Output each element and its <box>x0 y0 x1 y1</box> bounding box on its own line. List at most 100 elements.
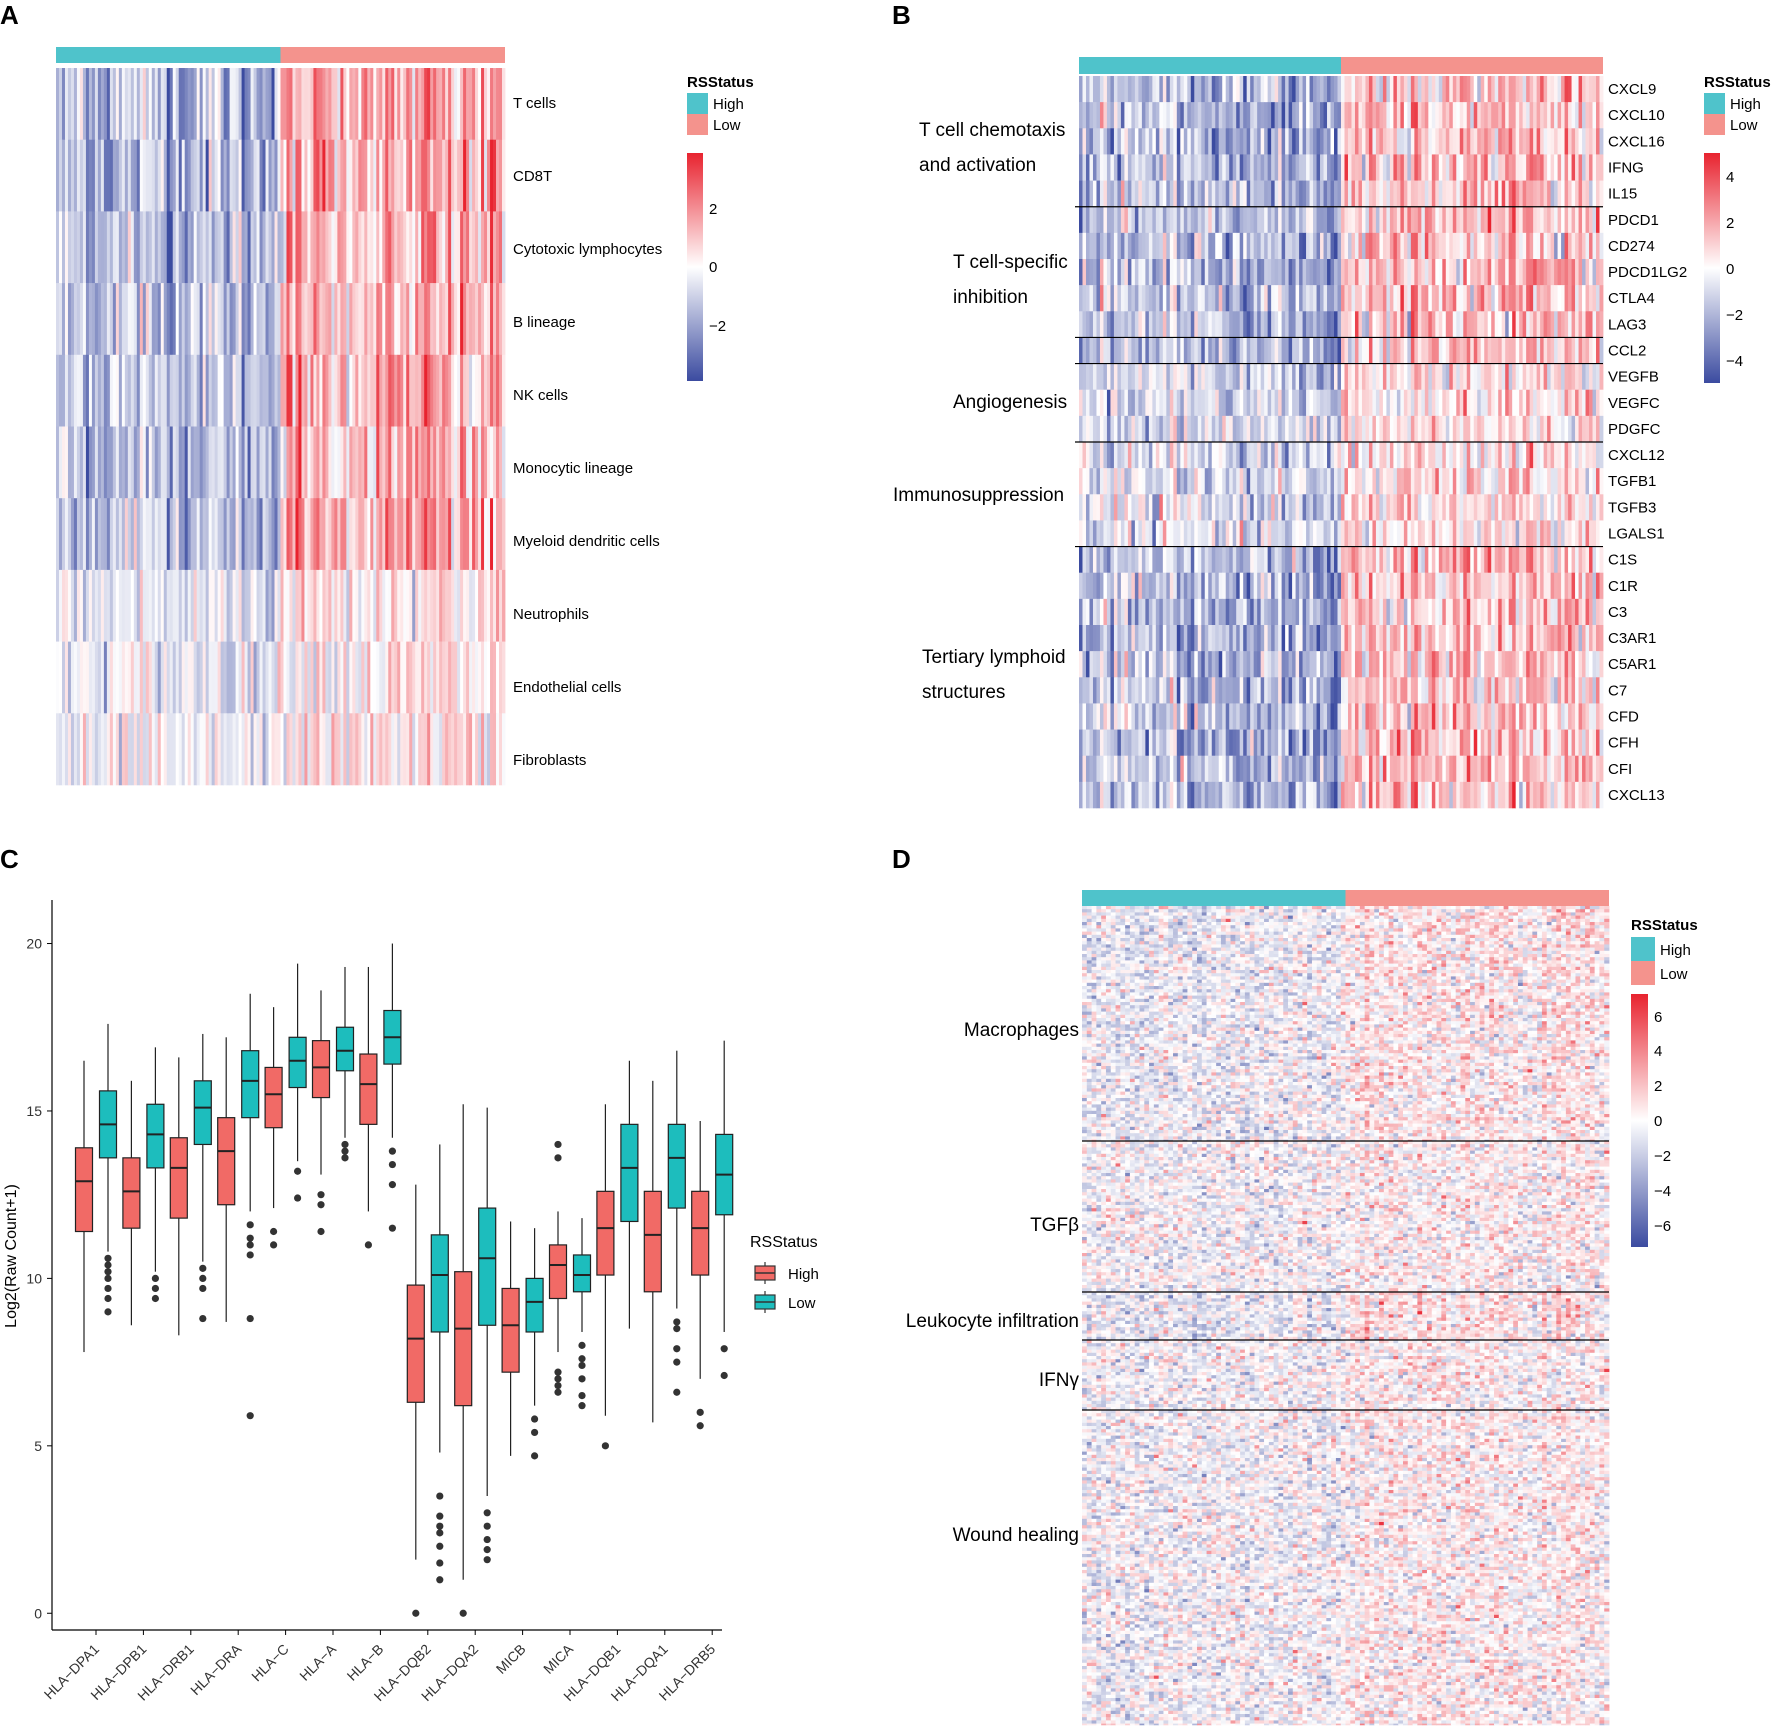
heatmap-cell <box>68 427 71 499</box>
heatmap-cell <box>56 283 59 355</box>
heatmap-cell <box>272 283 275 355</box>
heatmap-cell <box>215 355 218 427</box>
heatmap-cell <box>358 68 361 140</box>
heatmap-cell <box>158 211 161 283</box>
heatmap-cell <box>397 283 400 355</box>
heatmap-cell <box>83 140 86 212</box>
heatmap-cell <box>134 68 137 140</box>
heatmap-cell <box>367 68 370 140</box>
heatmap-cell <box>116 68 119 140</box>
heatmap-cell <box>227 355 230 427</box>
heatmap-cell <box>71 283 74 355</box>
heatmap-cell <box>224 68 227 140</box>
heatmap-cell <box>131 355 134 427</box>
heatmap-cell <box>98 68 101 140</box>
heatmap-cell <box>269 68 272 140</box>
heatmap-cell <box>89 140 92 212</box>
heatmap-cell <box>176 211 179 283</box>
heatmap-cell <box>340 68 343 140</box>
heatmap-cell <box>251 140 254 212</box>
heatmap-cell <box>86 140 89 212</box>
heatmap-cell <box>499 355 502 427</box>
heatmap-cell <box>218 355 221 427</box>
heatmap-cell <box>167 427 170 499</box>
heatmap-cell <box>334 140 337 212</box>
heatmap-cell <box>236 355 239 427</box>
heatmap-cell <box>188 355 191 427</box>
heatmap-cell <box>457 283 460 355</box>
heatmap-cell <box>161 283 164 355</box>
heatmap-cell <box>382 68 385 140</box>
heatmap-cell <box>191 427 194 499</box>
heatmap-cell <box>110 68 113 140</box>
heatmap-cell <box>346 355 349 427</box>
heatmap-cell <box>487 68 490 140</box>
heatmap-cell <box>257 140 260 212</box>
heatmap-cell <box>358 283 361 355</box>
heatmap-cell <box>316 355 319 427</box>
heatmap-cell <box>80 427 83 499</box>
heatmap-cell <box>119 140 122 212</box>
heatmap-cell <box>349 211 352 283</box>
heatmap-cell <box>131 140 134 212</box>
heatmap-cell <box>310 211 313 283</box>
heatmap-cell <box>343 68 346 140</box>
heatmap-cell <box>388 211 391 283</box>
heatmap-cell <box>233 427 236 499</box>
heatmap-cell <box>158 68 161 140</box>
heatmap-cell <box>298 211 301 283</box>
heatmap-cell <box>278 211 281 283</box>
heatmap-cell <box>59 140 62 212</box>
heatmap-cell <box>209 355 212 427</box>
heatmap-cell <box>463 68 466 140</box>
heatmap-cell <box>281 355 284 427</box>
heatmap-cell <box>71 355 74 427</box>
heatmap-cell <box>221 427 224 499</box>
heatmap-cell <box>406 283 409 355</box>
heatmap-cell <box>400 68 403 140</box>
heatmap-cell <box>200 283 203 355</box>
heatmap-cell <box>343 140 346 212</box>
heatmap-cell <box>295 140 298 212</box>
heatmap-cell <box>400 140 403 212</box>
heatmap-cell <box>116 283 119 355</box>
heatmap-cell <box>245 283 248 355</box>
heatmap-cell <box>475 283 478 355</box>
heatmap-cell <box>502 140 505 212</box>
heatmap-cell <box>403 140 406 212</box>
heatmap-cell <box>119 211 122 283</box>
heatmap-cell <box>113 211 116 283</box>
heatmap-cell <box>281 68 284 140</box>
heatmap-cell <box>295 427 298 499</box>
heatmap-cell <box>56 68 59 140</box>
heatmap-cell <box>445 68 448 140</box>
heatmap-cell <box>173 283 176 355</box>
heatmap-cell <box>445 283 448 355</box>
heatmap-cell <box>272 211 275 283</box>
heatmap-cell <box>415 355 418 427</box>
heatmap-cell <box>266 140 269 212</box>
annotation-high-bar <box>56 47 281 63</box>
heatmap-cell <box>352 68 355 140</box>
heatmap-cell <box>146 140 149 212</box>
heatmap-cell <box>248 140 251 212</box>
heatmap-cell <box>263 283 266 355</box>
heatmap-cell <box>484 283 487 355</box>
heatmap-cell <box>194 211 197 283</box>
heatmap-cell <box>295 68 298 140</box>
heatmap-cell <box>158 427 161 499</box>
heatmap-cell <box>212 355 215 427</box>
heatmap-cell <box>415 283 418 355</box>
heatmap-cell <box>502 211 505 283</box>
heatmap-cell <box>92 211 95 283</box>
heatmap-cell <box>188 68 191 140</box>
heatmap-cell <box>179 427 182 499</box>
heatmap-cell <box>74 211 77 283</box>
heatmap-cell <box>170 211 173 283</box>
heatmap-cell <box>295 211 298 283</box>
heatmap-cell <box>388 140 391 212</box>
heatmap-cell <box>266 211 269 283</box>
heatmap-cell <box>328 140 331 212</box>
heatmap-cell <box>502 68 505 140</box>
heatmap-cell <box>74 140 77 212</box>
